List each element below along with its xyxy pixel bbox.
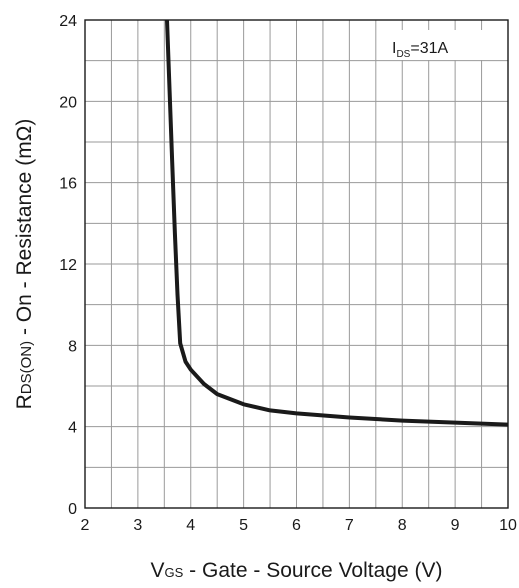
x-tick-label: 4 (186, 517, 195, 534)
y-axis-title-rest: - On - Resistance (mΩ) (13, 119, 36, 341)
x-axis-title-main: V (151, 559, 165, 582)
x-tick-label: 9 (451, 517, 460, 534)
y-axis-title: RDS(ON) - On - Resistance (mΩ) (13, 119, 36, 410)
y-axis-title-sub: DS(ON) (18, 341, 35, 394)
x-tick-label: 5 (239, 517, 248, 534)
ticks: 2 3 4 5 6 7 8 9 10 0 4 8 12 16 20 24 (59, 13, 517, 534)
annotation-rest: =31A (410, 40, 448, 57)
x-tick-label: 10 (499, 517, 517, 534)
x-tick-label: 6 (292, 517, 301, 534)
x-tick-label: 3 (133, 517, 142, 534)
y-tick-label: 12 (59, 257, 77, 274)
y-tick-label: 4 (68, 420, 77, 437)
x-axis-title-sub: GS (165, 565, 184, 580)
y-axis-title-main: R (13, 394, 36, 409)
x-tick-label: 2 (81, 517, 90, 534)
y-tick-label: 20 (59, 94, 77, 111)
y-tick-label: 8 (68, 338, 77, 355)
annotation-label: IDS=31A (392, 40, 449, 60)
y-tick-label: 16 (59, 176, 77, 193)
x-tick-label: 7 (345, 517, 354, 534)
series (165, 19, 509, 427)
x-axis-title-rest: - Gate - Source Voltage (V) (183, 559, 442, 582)
data-line (165, 19, 509, 427)
grid (85, 20, 508, 508)
annotation-box: IDS=31A (387, 30, 499, 60)
plot-frame (84, 19, 509, 509)
y-tick-label: 24 (59, 13, 77, 30)
annotation-background (387, 30, 499, 60)
annotation-main: I (392, 40, 396, 57)
y-tick-label: 0 (68, 501, 77, 518)
x-axis-title: VGS - Gate - Source Voltage (V) (151, 559, 443, 582)
x-tick-label: 8 (398, 517, 407, 534)
annotation-sub: DS (396, 49, 410, 60)
